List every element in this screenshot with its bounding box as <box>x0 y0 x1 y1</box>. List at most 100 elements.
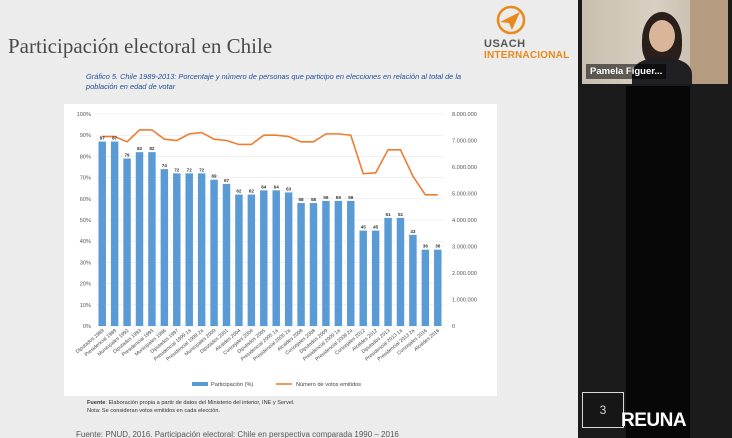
y-tick-label: 50% <box>80 218 91 224</box>
legend-label-votes: Número de votos emitidos <box>296 382 361 388</box>
bar <box>347 200 355 326</box>
bar-value-label: 59 <box>348 195 354 200</box>
y2-tick-label: 5.000.000 <box>452 192 477 198</box>
bar <box>260 190 268 326</box>
y2-tick-label: 1.000.000 <box>452 298 477 304</box>
participation-chart: 87 87 79 82 82 74 72 72 72 69 67 62 62 64 64 63 58 58 59 59… <box>75 112 477 388</box>
bar <box>173 173 181 326</box>
y-tick-label: 30% <box>80 260 91 266</box>
bar-value-label: 45 <box>361 225 367 230</box>
y-tick-label: 70% <box>80 176 91 182</box>
participant-face <box>649 20 675 52</box>
bar-value-label: 59 <box>323 195 329 200</box>
slide-title: Participación electoral en Chile <box>8 34 273 58</box>
reuna-logo: REUNA <box>621 410 687 431</box>
y-tick-label: 90% <box>80 133 91 139</box>
bar-value-label: 58 <box>311 197 317 202</box>
bottom-source-text: Fuente: PNUD, 2016. Participación electo… <box>76 430 399 438</box>
y-tick-label: 100% <box>77 112 91 118</box>
bar <box>359 230 367 326</box>
bar <box>98 141 106 326</box>
y-tick-label: 0% <box>83 324 91 330</box>
bar-value-label: 43 <box>410 229 416 234</box>
bar-value-label: 36 <box>423 244 429 249</box>
y-tick-label: 80% <box>80 154 91 160</box>
bar-value-label: 45 <box>373 225 379 230</box>
bar <box>297 203 305 326</box>
bar-value-label: 64 <box>261 184 267 189</box>
figure-caption: Gráfico 5. Chile 1989-2013: Porcentaje y… <box>86 72 462 91</box>
y-tick-label: 10% <box>80 303 91 309</box>
bar <box>222 183 231 326</box>
bar-value-label: 74 <box>162 163 168 168</box>
bar <box>434 249 442 326</box>
bar <box>284 192 293 326</box>
bar <box>371 230 380 326</box>
presentation-slide: Participación electoral en Chile USACH I… <box>0 0 578 438</box>
usach-logo: USACH INTERNACIONAL <box>478 4 574 62</box>
votes-line <box>102 129 438 196</box>
y-tick-label: 40% <box>80 239 91 245</box>
bar-value-label: 63 <box>286 186 292 191</box>
bar <box>421 249 430 326</box>
background-door <box>690 0 728 84</box>
bar <box>197 173 206 326</box>
chart-footnote: Fuente: Elaboración propia a partir de d… <box>87 399 295 415</box>
bar-value-label: 69 <box>212 174 218 179</box>
participant-name-label: Pamela Figuer... <box>586 64 667 79</box>
bar <box>185 173 193 326</box>
bar-value-label: 64 <box>274 184 280 189</box>
bar <box>384 217 392 326</box>
logo-line-internacional: INTERNACIONAL <box>484 50 570 61</box>
bar-value-label: 87 <box>100 136 106 141</box>
footnote-label: Fuente <box>87 400 106 406</box>
bar <box>235 194 243 326</box>
bar <box>123 158 131 326</box>
bar-value-label: 82 <box>149 146 155 151</box>
y2-tick-label: 0 <box>452 324 455 330</box>
bar-value-label: 72 <box>174 167 180 172</box>
y2-tick-label: 3.000.000 <box>452 245 477 251</box>
bar-value-label: 62 <box>236 189 242 194</box>
logo-line-usach: USACH <box>484 38 526 50</box>
y2-tick-label: 2.000.000 <box>452 271 477 277</box>
paper-plane-icon <box>496 5 526 35</box>
bar <box>322 200 330 326</box>
bar <box>272 190 280 326</box>
legend-swatch-bar <box>192 382 208 386</box>
empty-video-tile <box>626 86 690 438</box>
bar-value-label: 87 <box>112 136 118 141</box>
bar-value-label: 59 <box>336 195 342 200</box>
bar <box>309 203 318 326</box>
bar-value-label: 36 <box>435 244 441 249</box>
footnote-text: : Elaboración propia a partir de datos d… <box>105 400 295 406</box>
bar-value-label: 51 <box>398 212 404 217</box>
y2-tick-label: 7.000.000 <box>452 139 477 145</box>
bar-value-label: 51 <box>386 212 392 217</box>
bar <box>110 141 119 326</box>
bar <box>148 152 156 326</box>
y-tick-label: 60% <box>80 197 91 203</box>
bar <box>210 179 218 326</box>
bar <box>160 169 169 326</box>
video-panel: Pamela Figuer... <box>578 0 732 438</box>
bar <box>135 152 144 326</box>
bar-value-label: 79 <box>125 153 131 158</box>
footnote-note: Nota: Se consideran votos emitidos en ca… <box>87 408 221 414</box>
participant-video[interactable]: Pamela Figuer... <box>582 0 728 84</box>
bar <box>409 234 417 326</box>
bar-value-label: 58 <box>299 197 305 202</box>
slide-page-number: 3 <box>582 392 624 428</box>
bar-value-label: 82 <box>137 146 143 151</box>
bar <box>247 194 256 326</box>
bar <box>334 200 343 326</box>
y2-tick-label: 4.000.000 <box>452 218 477 224</box>
y-tick-label: 20% <box>80 282 91 288</box>
bar-value-label: 67 <box>224 178 230 183</box>
legend-label-participation: Participación (%) <box>211 382 253 388</box>
y2-tick-label: 6.000.000 <box>452 165 477 171</box>
y2-tick-label: 8.000.000 <box>452 112 477 118</box>
bar <box>396 217 405 326</box>
bar-value-label: 62 <box>249 189 255 194</box>
bar-value-label: 72 <box>187 167 193 172</box>
